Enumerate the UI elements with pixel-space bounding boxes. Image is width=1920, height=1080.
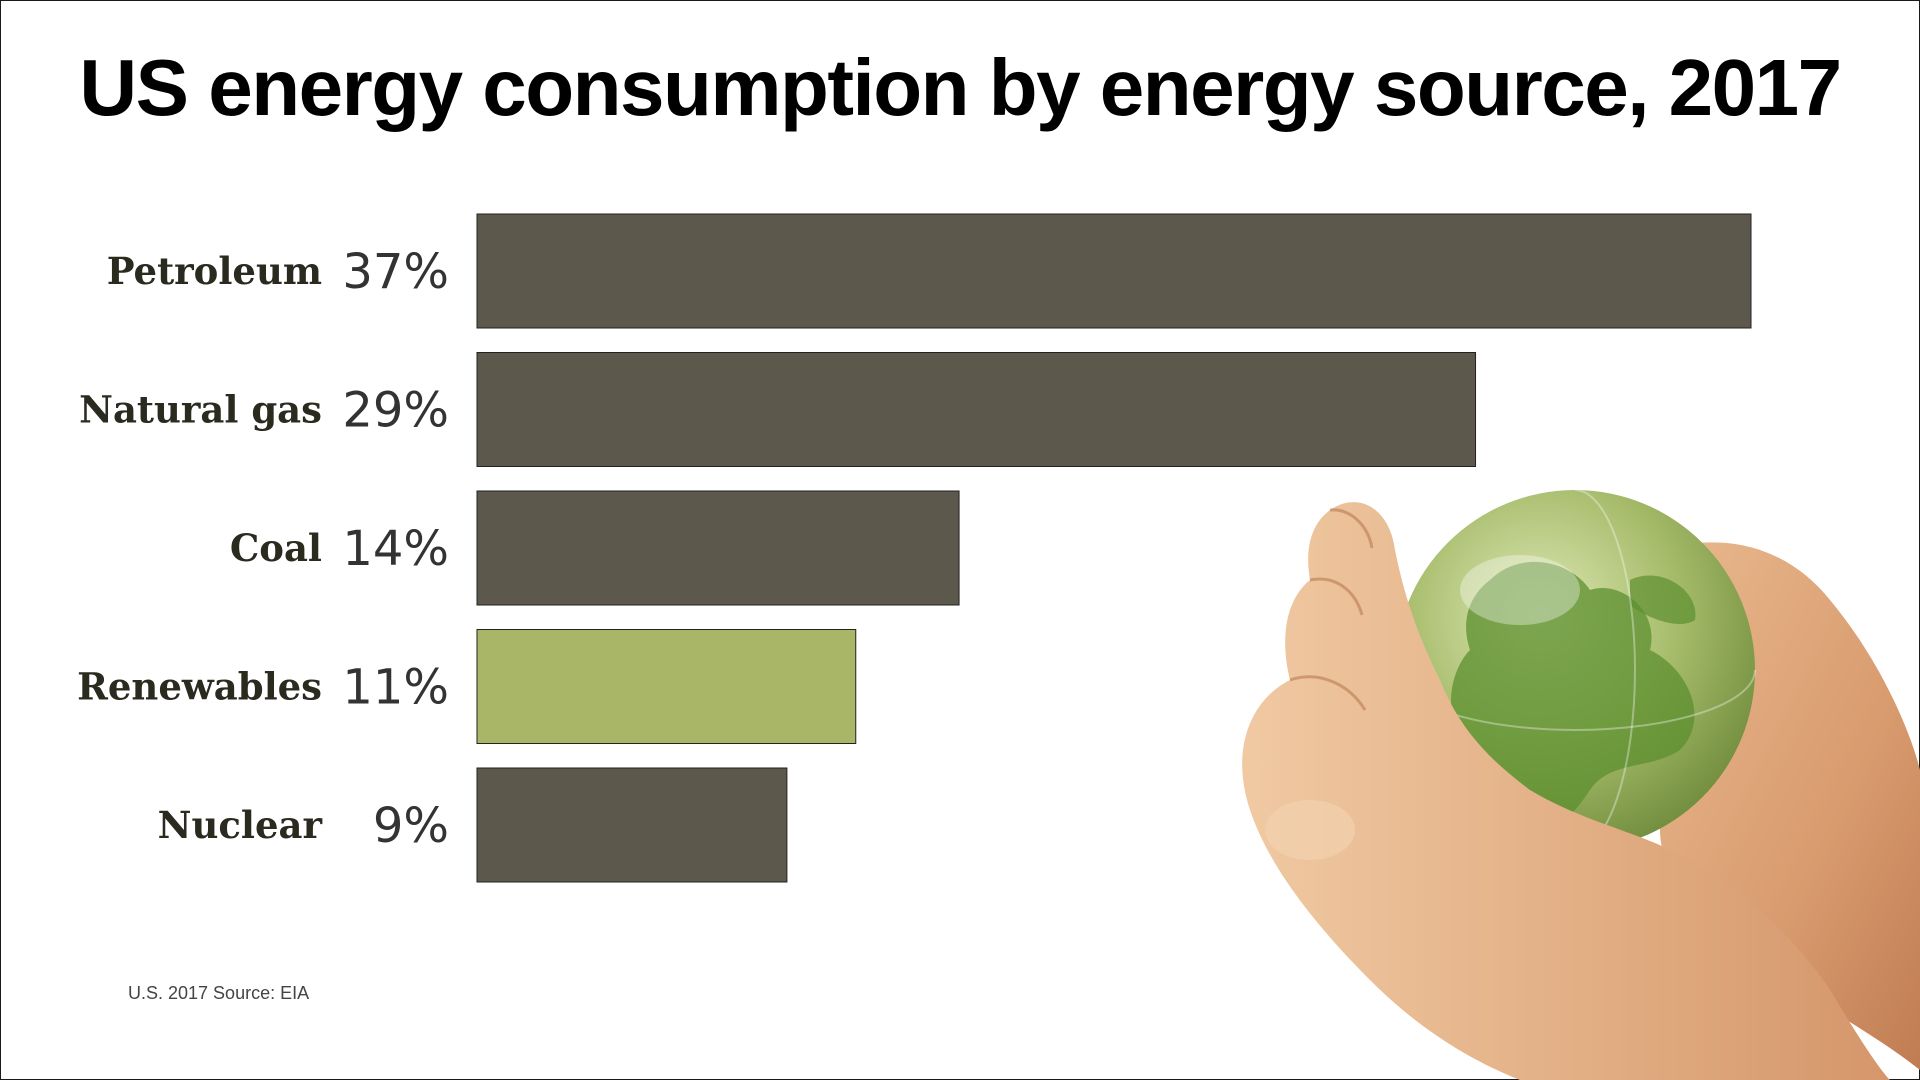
globe-in-hands-illustration	[1242, 489, 1920, 1080]
category-label-nuclear: Nuclear	[158, 803, 323, 847]
category-label-natural-gas: Natural gas	[79, 388, 322, 432]
value-label-coal: 14%	[342, 521, 449, 577]
bar-renewables	[476, 629, 857, 744]
bar-nuclear	[476, 767, 788, 883]
left-hand-shape	[1242, 502, 1890, 1080]
chart-title: US energy consumption by energy source, …	[79, 43, 1842, 132]
value-label-natural-gas: 29%	[342, 383, 449, 439]
value-label-petroleum: 37%	[342, 244, 449, 300]
bar-petroleum	[476, 213, 1752, 329]
category-label-renewables: Renewables	[77, 665, 322, 709]
bar-coal	[476, 490, 960, 606]
value-label-nuclear: 9%	[373, 798, 449, 854]
category-label-coal: Coal	[230, 526, 322, 570]
value-label-renewables: 11%	[342, 660, 449, 716]
bar-natural-gas	[476, 352, 1477, 467]
category-label-petroleum: Petroleum	[107, 249, 322, 293]
source-note: U.S. 2017 Source: EIA	[128, 983, 310, 1003]
